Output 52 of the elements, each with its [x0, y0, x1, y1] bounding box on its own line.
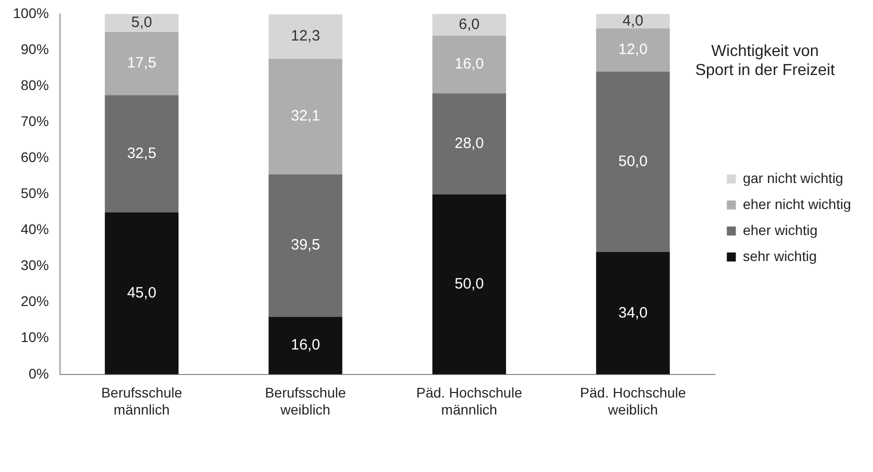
data-label: 50,0 [454, 275, 484, 292]
data-label: 16,0 [454, 56, 484, 73]
data-label: 50,0 [618, 152, 648, 170]
y-tick-label: 0% [28, 365, 49, 382]
legend-label: gar nicht wichtig [742, 170, 844, 186]
bar [268, 174, 342, 317]
bar [596, 14, 670, 28]
data-label: 32,1 [290, 108, 320, 125]
x-tick-label: Berufsschule weiblich [264, 384, 346, 418]
bar [432, 194, 506, 374]
y-tick-label: 70% [20, 112, 49, 129]
y-tick-label: 80% [20, 76, 49, 93]
bar [268, 14, 342, 59]
x-tick-label: Berufsschule männlich [101, 384, 182, 418]
bar [268, 316, 342, 374]
legend-label: sehr wichtig [742, 248, 817, 264]
data-label: 34,0 [618, 304, 648, 322]
data-label: 12,0 [618, 41, 648, 58]
text: Wichtigkeit von Sport in der Freizeit [694, 42, 836, 80]
y-tick-label: 30% [20, 257, 49, 274]
data-label: 16,0 [290, 336, 320, 354]
data-label: 28,0 [454, 134, 484, 152]
data-label: 39,5 [290, 236, 320, 254]
bar [104, 32, 179, 96]
y-tick-label: 100% [12, 4, 49, 21]
y-tick-label: 40% [20, 221, 49, 238]
bar [432, 36, 506, 94]
y-tick-label: 60% [20, 149, 49, 166]
data-label: 45,0 [127, 284, 156, 302]
data-label: 6,0 [458, 16, 480, 33]
data-label: 12,3 [290, 28, 320, 45]
data-label: 32,5 [127, 144, 156, 162]
bar [104, 14, 179, 32]
y-tick-label: 10% [20, 329, 49, 346]
bar [268, 58, 342, 174]
y-tick-label: 20% [20, 293, 49, 310]
y-tick-label: 50% [20, 185, 49, 202]
data-label: 4,0 [622, 12, 644, 30]
bar [104, 95, 179, 212]
legend-label: eher wichtig [742, 222, 818, 238]
bar [596, 72, 670, 252]
bar [596, 252, 670, 374]
x-tick-label: Päd. Hochschule männlich [416, 384, 522, 418]
legend-label: eher nicht wichtig [742, 196, 852, 212]
y-tick-label: 90% [20, 40, 49, 57]
bar [432, 93, 506, 194]
bar [596, 28, 670, 72]
bar [104, 212, 179, 374]
data-label: 5,0 [131, 14, 152, 32]
data-label: 17,5 [127, 54, 156, 72]
bar [432, 14, 506, 36]
x-tick-label: Päd. Hochschule weiblich [580, 384, 686, 418]
